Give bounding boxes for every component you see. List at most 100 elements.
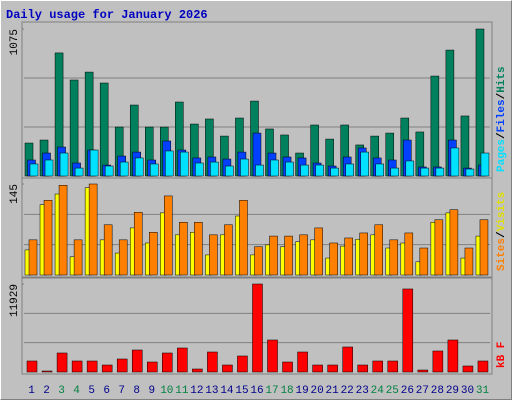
bar [180,151,189,177]
bar [449,209,459,276]
x-tick-label: 3 [58,385,65,397]
legend-separator: / [496,132,508,139]
x-tick-label: 28 [431,385,444,397]
x-tick-label: 10 [160,385,173,397]
bar [389,239,399,276]
bar [194,222,203,276]
bar [269,235,278,276]
bar [404,232,414,276]
bar [103,224,113,276]
bar [359,232,368,276]
bar [450,147,460,177]
legend-entry: Visits [496,192,508,232]
bar [59,152,69,177]
x-tick-label: 27 [416,385,429,397]
bar [147,361,158,373]
bar [28,239,38,276]
bar [402,288,414,373]
bar [210,161,219,177]
legend-entry: Sites [496,238,508,271]
x-tick-label: 29 [446,385,459,397]
bar [131,349,143,373]
x-tick-label: 5 [88,385,95,397]
bar [73,239,83,276]
bar [330,167,339,177]
legend-separator: / [496,231,508,238]
bar [300,164,309,177]
bar [299,234,308,276]
y-tick-label: 1075 [9,29,21,55]
bar [43,200,53,276]
bar [374,224,383,276]
bar [99,82,109,177]
x-tick-label: 15 [235,385,248,397]
legend-entry: Hits [496,66,508,92]
bar [447,339,459,373]
x-tick-label: 20 [311,385,324,397]
legend: kB F [496,342,508,368]
bar [164,195,173,276]
bar [89,149,99,177]
bar [29,163,39,177]
bar [162,352,173,373]
bar [222,364,233,373]
bar [209,234,218,276]
x-tick-label: 17 [265,385,278,397]
bar [119,161,129,177]
bar [465,168,475,177]
x-tick-label: 25 [386,385,399,397]
bar [150,163,159,177]
bar [387,360,399,373]
x-tick-label: 6 [103,385,110,397]
x-tick-label: 26 [401,385,414,397]
bar [71,360,83,373]
bar [284,235,293,276]
x-tick-label: 19 [295,385,308,397]
bar [240,158,249,177]
bar [375,163,384,177]
bar [480,152,490,177]
legend-entry: Pages [496,139,508,172]
x-tick-label: 12 [190,385,203,397]
bar [195,162,204,177]
bar [297,351,308,373]
x-tick-label: 18 [280,385,293,397]
bar [165,150,174,177]
bar [345,163,354,177]
bar [464,247,474,276]
x-tick-label: 13 [205,385,218,397]
bar [312,364,323,373]
bar [149,232,158,276]
legend-entry: kB F [496,342,508,368]
x-tick-label: 14 [220,385,234,397]
x-tick-label: 4 [73,385,80,397]
bar [417,369,429,373]
x-tick-label: 11 [175,385,189,397]
y-tick-label: 11929 [9,284,21,317]
bar [357,364,368,373]
bar [430,75,440,177]
bar [435,167,445,177]
bar [254,246,263,276]
bar [282,361,293,373]
bar [225,165,234,177]
bar [342,346,353,373]
x-tick-label: 24 [371,385,385,397]
x-tick-label: 30 [461,385,474,397]
chart-title: Daily usage for January 2026 [6,8,208,22]
bar [104,165,114,177]
bar [329,242,338,276]
bar [460,115,470,177]
bar [116,358,128,373]
bar [252,283,263,373]
x-tick-label: 22 [341,385,354,397]
bar [239,200,248,276]
bar [69,79,79,177]
x-tick-label: 23 [356,385,369,397]
bar [58,185,68,276]
legend: Pages/Files/Hits [496,66,508,172]
bar [74,167,84,177]
bar [434,219,444,276]
bar [88,183,98,276]
